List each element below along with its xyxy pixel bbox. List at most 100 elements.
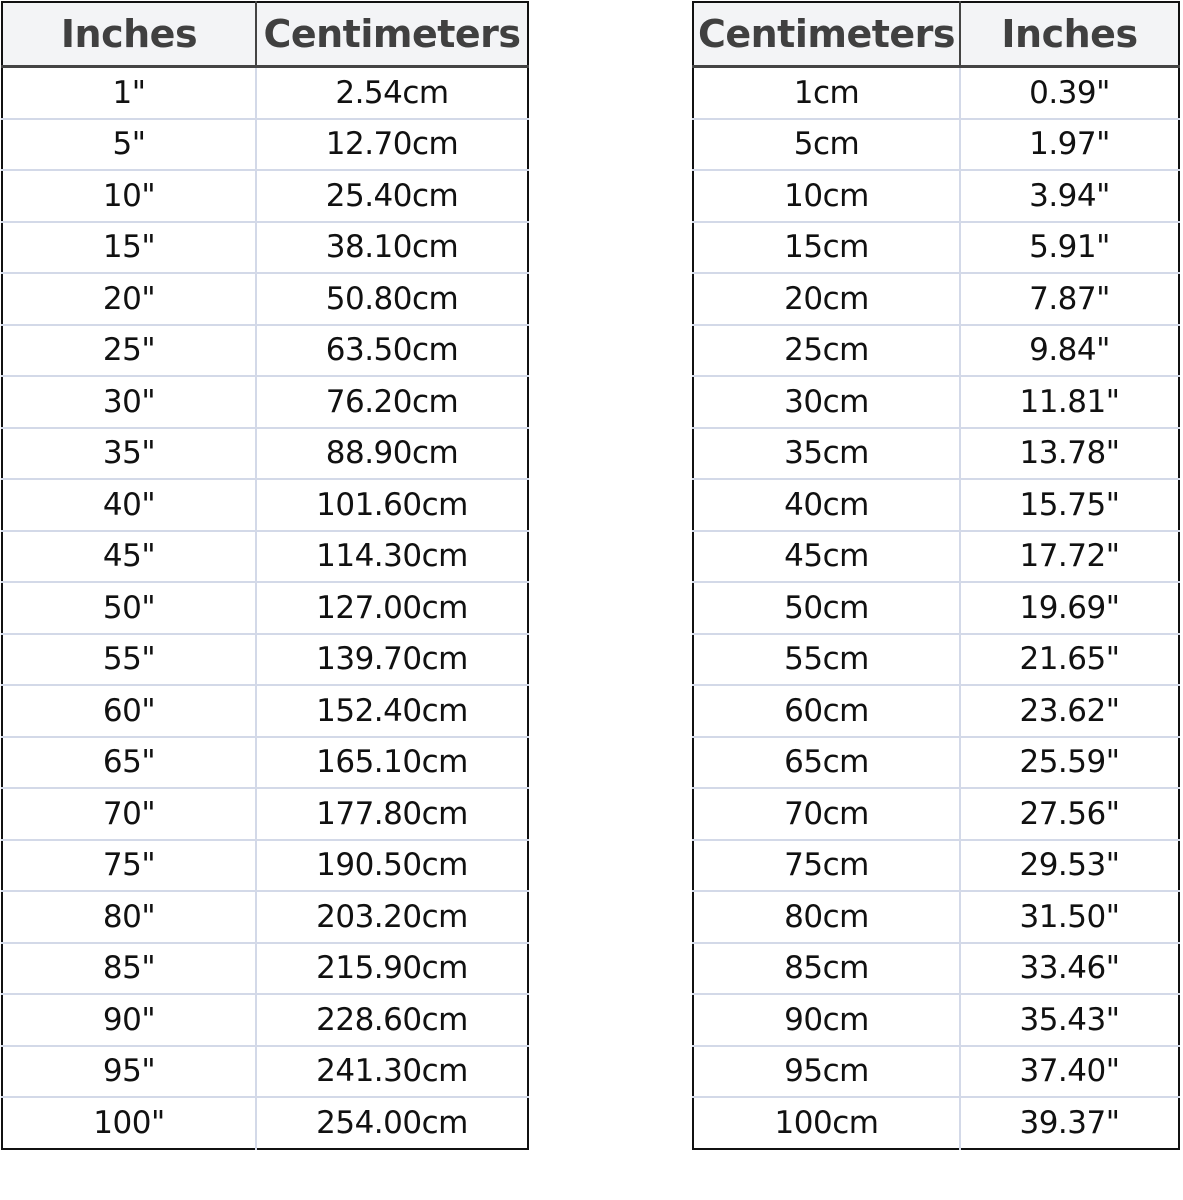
- table-cell: 114.30cm: [256, 529, 528, 582]
- table-cell: 17.72": [960, 529, 1179, 582]
- table-cell: 139.70cm: [256, 632, 528, 685]
- table-cell: 203.20cm: [256, 890, 528, 943]
- table-row: 1cm 0.39": [693, 66, 1179, 119]
- table-row: 60" 152.40cm: [2, 684, 528, 737]
- table-cell: 39.37": [960, 1096, 1179, 1149]
- table-row: 60cm 23.62": [693, 684, 1179, 737]
- table-cell: 15.75": [960, 478, 1179, 531]
- table-cell: 38.10cm: [256, 220, 528, 273]
- table-cell: 21.65": [960, 632, 1179, 685]
- table-cell: 215.90cm: [256, 941, 528, 994]
- table-row: 55cm 21.65": [693, 632, 1179, 685]
- table-cell: 60cm: [693, 684, 961, 737]
- table-cell: 10cm: [693, 169, 961, 222]
- table-cell: 177.80cm: [256, 787, 528, 840]
- table-cell: 3.94": [960, 169, 1179, 222]
- table-cell: 20": [2, 272, 257, 325]
- table-cell: 45cm: [693, 529, 961, 582]
- table-cell: 65": [2, 735, 257, 788]
- table-row: 35" 88.90cm: [2, 426, 528, 479]
- table-cell: 63.50cm: [256, 323, 528, 376]
- table-cell: 90cm: [693, 993, 961, 1046]
- table-cell: 101.60cm: [256, 478, 528, 531]
- table-cell: 9.84": [960, 323, 1179, 376]
- column-header: Inches: [960, 2, 1179, 68]
- table-cell: 50": [2, 581, 257, 634]
- table-row: 45" 114.30cm: [2, 529, 528, 582]
- table-cell: 152.40cm: [256, 684, 528, 737]
- table-cell: 5cm: [693, 117, 961, 170]
- table-row: 55" 139.70cm: [2, 632, 528, 685]
- table-cell: 11.81": [960, 375, 1179, 428]
- table-cell: 25.59": [960, 735, 1179, 788]
- table-cell: 90": [2, 993, 257, 1046]
- table-cell: 5": [2, 117, 257, 170]
- table-row: 95" 241.30cm: [2, 1044, 528, 1097]
- table-row: 10" 25.40cm: [2, 169, 528, 222]
- table-cell: 50cm: [693, 581, 961, 634]
- table-row: 95cm 37.40": [693, 1044, 1179, 1097]
- table-cell: 75": [2, 838, 257, 891]
- table-cell: 75cm: [693, 838, 961, 891]
- table-row: 1" 2.54cm: [2, 66, 528, 119]
- column-header: Centimeters: [693, 2, 961, 68]
- table-cell: 15cm: [693, 220, 961, 273]
- table-cell: 35.43": [960, 993, 1179, 1046]
- table-cell: 20cm: [693, 272, 961, 325]
- header-row: Inches Centimeters: [2, 2, 528, 68]
- table-cell: 13.78": [960, 426, 1179, 479]
- table-cell: 1": [2, 66, 257, 119]
- table-cell: 25cm: [693, 323, 961, 376]
- table-cell: 70": [2, 787, 257, 840]
- table-cell: 45": [2, 529, 257, 582]
- table-cell: 100": [2, 1096, 257, 1149]
- table-cell: 85": [2, 941, 257, 994]
- table-row: 20" 50.80cm: [2, 272, 528, 325]
- table-cell: 37.40": [960, 1044, 1179, 1097]
- table-row: 5cm 1.97": [693, 117, 1179, 170]
- table-cell: 228.60cm: [256, 993, 528, 1046]
- table-cell: 95cm: [693, 1044, 961, 1097]
- table-cell: 27.56": [960, 787, 1179, 840]
- table-row: 15cm 5.91": [693, 220, 1179, 273]
- inches-to-cm-table: Inches Centimeters 1" 2.54cm 5" 12.70cm 10" 2…: [1, 1, 529, 1150]
- table-cell: 31.50": [960, 890, 1179, 943]
- table-cell: 100cm: [693, 1096, 961, 1149]
- cm-to-inches-table: Centimeters Inches 1cm 0.39" 5cm 1.97" 10cm 3…: [692, 1, 1180, 1150]
- table-cell: 80": [2, 890, 257, 943]
- table-row: 5" 12.70cm: [2, 117, 528, 170]
- table-row: 20cm 7.87": [693, 272, 1179, 325]
- column-header: Inches: [2, 2, 257, 68]
- table-cell: 241.30cm: [256, 1044, 528, 1097]
- table-cell: 55": [2, 632, 257, 685]
- table-cell: 0.39": [1029, 74, 1110, 111]
- table-row: 85" 215.90cm: [2, 941, 528, 994]
- table-cell: 12.70cm: [256, 117, 528, 170]
- table-row: 85cm 33.46": [693, 941, 1179, 994]
- table-row: 50cm 19.69": [693, 581, 1179, 634]
- table-cell: 40cm: [693, 478, 961, 531]
- table-cell: 85cm: [693, 941, 961, 994]
- table-cell: 95": [2, 1044, 257, 1097]
- table-row: 30" 76.20cm: [2, 375, 528, 428]
- table-cell: 55cm: [693, 632, 961, 685]
- table-row: 45cm 17.72": [693, 529, 1179, 582]
- table-row: 90cm 35.43": [693, 993, 1179, 1046]
- table-row: 50" 127.00cm: [2, 581, 528, 634]
- table-cell: 35": [2, 426, 257, 479]
- table-cell: 127.00cm: [256, 581, 528, 634]
- table-cell: 30cm: [693, 375, 961, 428]
- table-cell: 33.46": [960, 941, 1179, 994]
- table-row: 90" 228.60cm: [2, 993, 528, 1046]
- table-cell: 2.54cm: [335, 74, 449, 111]
- table-row: 40cm 15.75": [693, 478, 1179, 531]
- table-cell: 1.97": [960, 117, 1179, 170]
- table-row: 80cm 31.50": [693, 890, 1179, 943]
- table-row: 65cm 25.59": [693, 735, 1179, 788]
- table-cell: 29.53": [960, 838, 1179, 891]
- table-cell: 88.90cm: [256, 426, 528, 479]
- table-row: 70" 177.80cm: [2, 787, 528, 840]
- table-row: 65" 165.10cm: [2, 735, 528, 788]
- table-cell: 5.91": [960, 220, 1179, 273]
- table-row: 10cm 3.94": [693, 169, 1179, 222]
